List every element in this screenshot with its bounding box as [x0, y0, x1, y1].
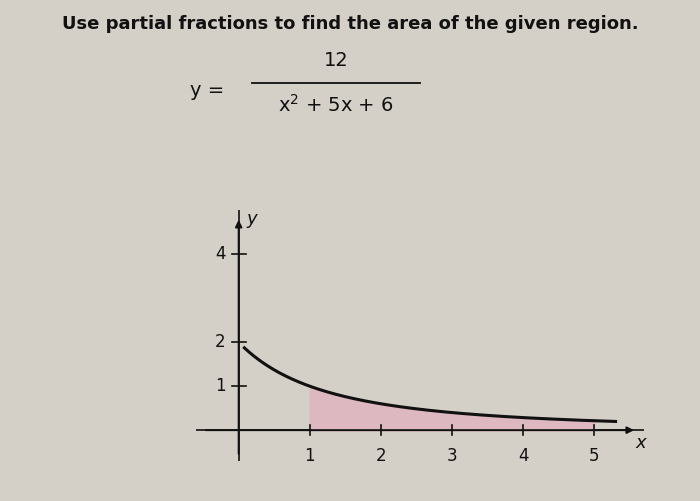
Text: y: y [246, 210, 257, 228]
Text: y =: y = [190, 81, 224, 100]
Text: 2: 2 [376, 447, 386, 465]
Text: 5: 5 [589, 447, 599, 465]
Text: 12: 12 [323, 51, 349, 70]
Text: 2: 2 [215, 333, 226, 351]
Text: Use partial fractions to find the area of the given region.: Use partial fractions to find the area o… [62, 15, 638, 33]
Text: x: x [635, 434, 646, 452]
Text: x$^{2}$ + 5x + 6: x$^{2}$ + 5x + 6 [278, 94, 394, 116]
Text: 4: 4 [518, 447, 528, 465]
Text: 1: 1 [215, 377, 226, 395]
Text: 4: 4 [216, 245, 226, 264]
Text: 1: 1 [304, 447, 315, 465]
Text: 3: 3 [447, 447, 457, 465]
